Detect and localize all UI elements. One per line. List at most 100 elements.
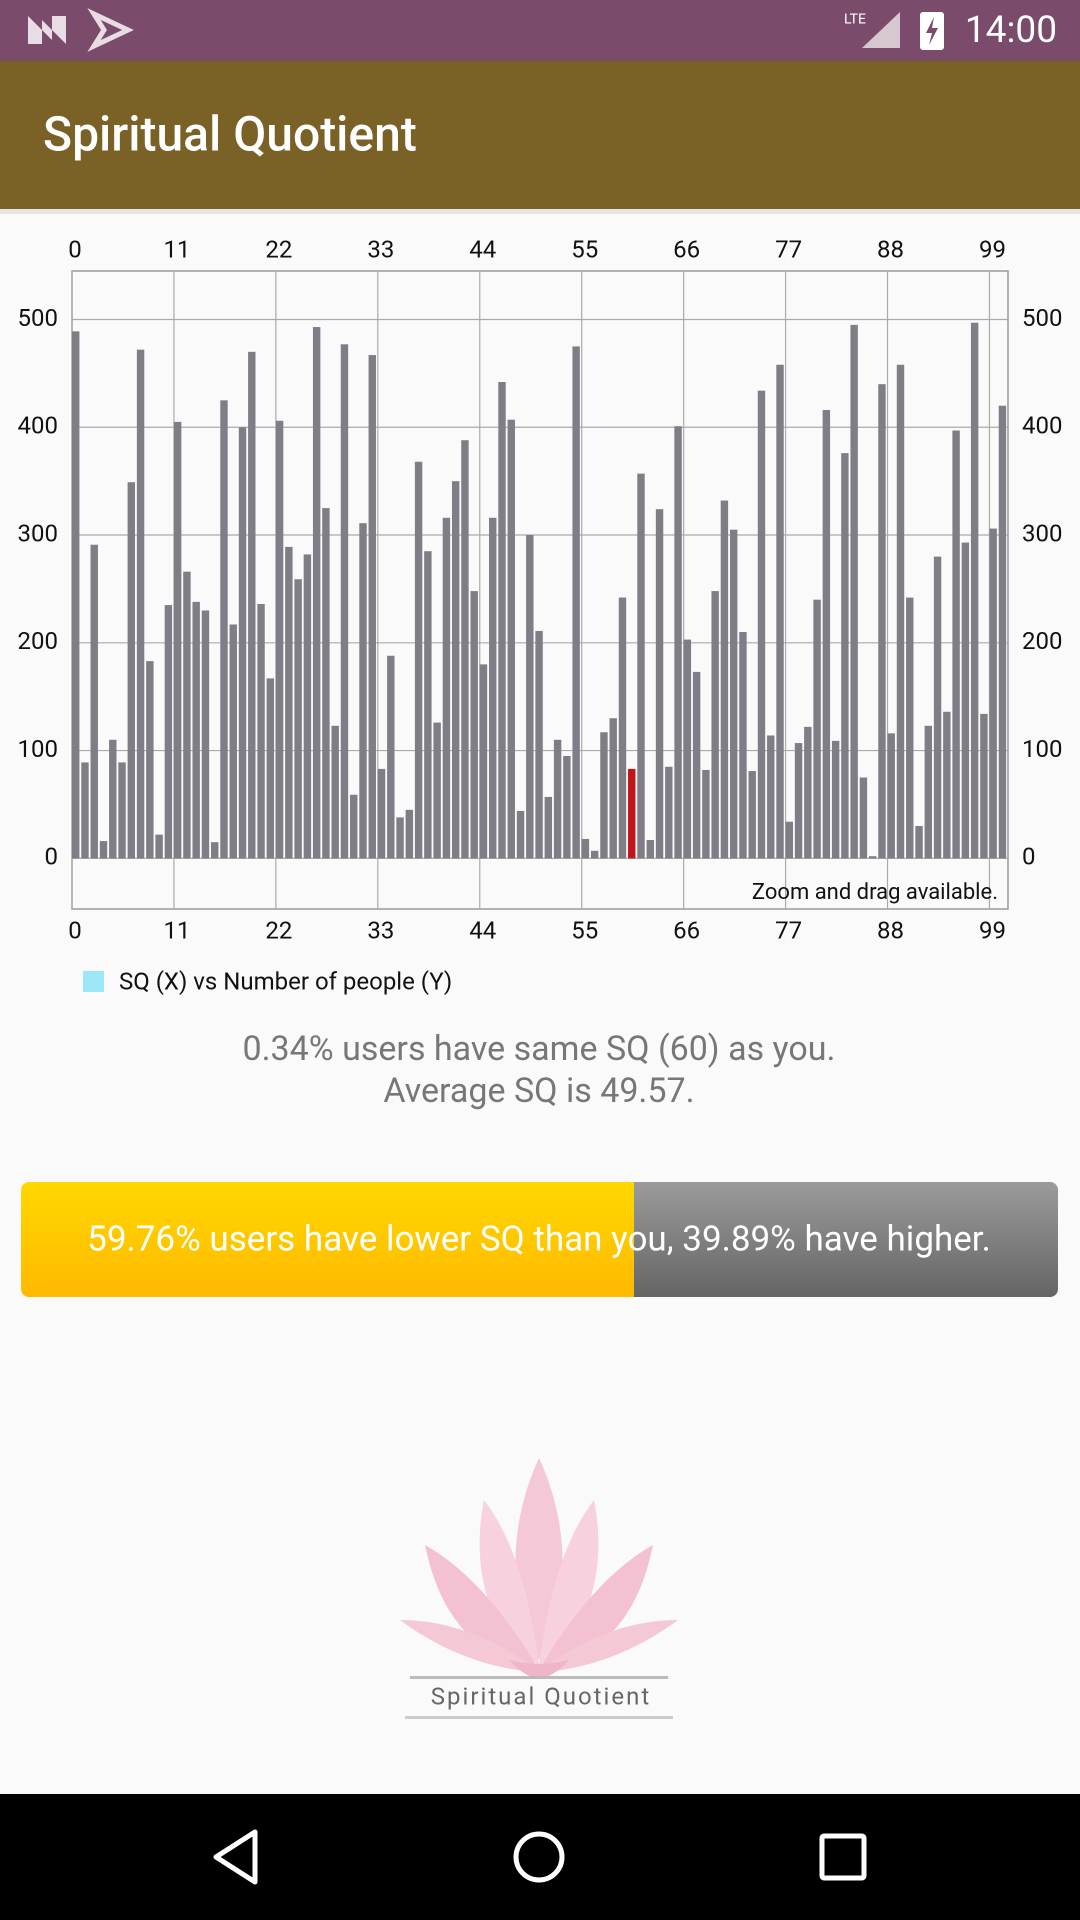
bar (813, 599, 821, 859)
bar (683, 639, 692, 859)
x-tick-label: 33 (367, 235, 394, 263)
average-sq-text: Average SQ is 49.57. (383, 1071, 694, 1111)
bar (665, 766, 673, 859)
bar (655, 509, 664, 859)
bar (924, 725, 933, 859)
x-tick-label: 66 (673, 916, 700, 944)
bar (173, 421, 182, 859)
bar (711, 591, 719, 859)
bar (748, 771, 756, 859)
y-tick-label: 300 (18, 519, 58, 547)
bar (81, 762, 89, 859)
x-tick-label: 11 (163, 235, 190, 263)
recents-button[interactable] (819, 1833, 867, 1881)
back-button[interactable] (213, 1829, 258, 1885)
bar (387, 655, 395, 859)
clock: 14:00 (965, 9, 1057, 52)
legend-swatch (83, 971, 104, 992)
legend-label: SQ (X) vs Number of people (Y) (119, 967, 452, 995)
x-tick-label: 99 (979, 916, 1006, 944)
bar (257, 604, 265, 859)
logo-caption: Spiritual Quotient (431, 1682, 651, 1710)
bar (692, 671, 701, 859)
x-tick-label: 66 (673, 235, 700, 263)
bar (776, 364, 784, 859)
bar (368, 355, 376, 859)
bar (878, 384, 886, 859)
bar (118, 762, 126, 859)
bar (646, 840, 654, 859)
x-tick-label: 0 (68, 916, 82, 944)
bar (294, 579, 302, 859)
x-tick-label: 88 (877, 235, 904, 263)
bar (266, 678, 275, 859)
bar (238, 427, 247, 859)
bar (229, 624, 237, 859)
bar (952, 430, 960, 859)
x-tick-label: 44 (469, 235, 496, 263)
bar (961, 542, 970, 859)
bar (312, 327, 321, 859)
y-tick-label: 200 (18, 627, 58, 655)
bar (526, 535, 534, 859)
bar (377, 768, 386, 859)
x-tick-label: 55 (571, 235, 598, 263)
y-tick-label: 500 (18, 304, 58, 332)
bar (970, 322, 979, 859)
status-bar (0, 0, 1080, 61)
bar (340, 344, 349, 859)
bar (331, 725, 339, 859)
x-tick-label: 11 (163, 916, 190, 944)
bar (99, 841, 108, 859)
bar (479, 664, 488, 859)
bar (868, 856, 877, 859)
same-sq-text: 0.34% users have same SQ (60) as you. (242, 1029, 835, 1069)
x-tick-label: 22 (265, 235, 292, 263)
bar (155, 834, 163, 859)
bar (461, 440, 469, 859)
bar (674, 426, 682, 859)
bar (359, 523, 367, 859)
bar (285, 546, 293, 859)
bar (998, 405, 1007, 859)
app-bar (0, 61, 1080, 209)
bar (433, 722, 441, 859)
bar (757, 390, 766, 859)
bar (211, 842, 219, 859)
bar (915, 826, 923, 859)
lower-part (21, 1182, 634, 1297)
logo-rule (410, 1676, 668, 1679)
bar (303, 554, 312, 859)
bar (628, 768, 636, 859)
bar (109, 739, 117, 859)
home-button[interactable] (513, 1831, 565, 1883)
bar (841, 453, 849, 859)
bar (201, 610, 210, 859)
bar (146, 661, 154, 859)
comparison-bar (21, 1182, 1058, 1297)
bar (451, 481, 460, 859)
bar (933, 556, 942, 859)
y2-tick-label: 200 (1022, 627, 1062, 655)
bar (90, 544, 98, 859)
signal-icon (862, 12, 900, 48)
lotus-logo (400, 1458, 678, 1678)
x-tick-label: 0 (68, 235, 82, 263)
app-bar-shadow (0, 209, 1080, 214)
x-tick-label: 44 (469, 916, 496, 944)
bar (859, 777, 868, 859)
bar (248, 351, 256, 859)
x-tick-label: 77 (775, 235, 802, 263)
bar (822, 410, 831, 859)
x-tick-label: 22 (265, 916, 292, 944)
bar (350, 794, 358, 859)
bar (600, 732, 608, 859)
bar (220, 400, 228, 859)
network-label: LTE (844, 12, 866, 28)
bar (609, 718, 617, 859)
x-tick-label: 77 (775, 916, 802, 944)
x-tick-label: 99 (979, 235, 1006, 263)
y2-tick-label: 500 (1022, 304, 1062, 332)
bar (164, 605, 173, 859)
